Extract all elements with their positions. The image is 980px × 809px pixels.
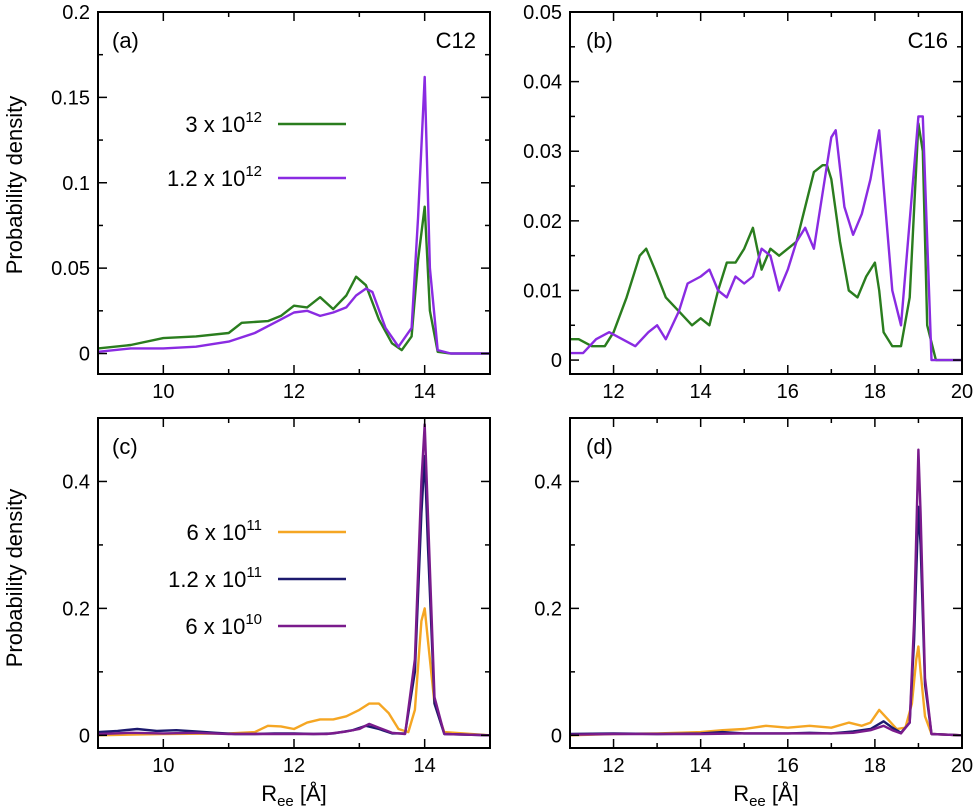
panel-label: (a) <box>112 28 139 53</box>
series-line-3 <box>98 423 490 737</box>
y-tick-label: 0 <box>551 350 562 372</box>
y-tick-label: 0 <box>551 725 562 747</box>
chain-label: C12 <box>436 28 476 53</box>
x-tick-label: 12 <box>283 381 305 403</box>
x-tick-label: 12 <box>283 755 305 777</box>
x-tick-label: 14 <box>690 755 712 777</box>
series-line-2 <box>570 505 962 737</box>
series-line-2 <box>570 115 962 362</box>
y-tick-label: 0.4 <box>62 471 90 493</box>
y-tick-label: 0.15 <box>51 87 90 109</box>
legend-label: 6 x 1010 <box>185 611 262 639</box>
x-tick-label: 14 <box>690 381 712 403</box>
panel-a: 0 0.05 0.1 0.15 0.2 10 12 14 (a) C12 3 x 1012 1.2 x… <box>51 2 491 403</box>
panel-label: (d) <box>586 434 613 459</box>
x-tick-label: 12 <box>602 381 624 403</box>
y-tick-label: 0.04 <box>523 72 562 94</box>
legend-label: 6 x 1011 <box>186 517 262 545</box>
x-tick-label: 20 <box>951 755 973 777</box>
x-tick-label: 18 <box>864 755 886 777</box>
x-tick-label: 10 <box>152 381 174 403</box>
x-tick-label: 14 <box>414 381 436 403</box>
y-axis-title-bottom: Probability density <box>2 489 27 668</box>
series-line-1 <box>570 122 962 362</box>
series-group <box>570 448 962 737</box>
y-tick-label: 0.2 <box>62 2 90 24</box>
legend-label: 1.2 x 1011 <box>168 564 262 592</box>
x-tick-label: 16 <box>777 755 799 777</box>
chain-label: C16 <box>908 28 948 53</box>
y-tick-label: 0.2 <box>534 598 562 620</box>
legend-label: 1.2 x 1012 <box>167 163 262 191</box>
x-axis-title-left: Ree [Å] <box>261 781 327 809</box>
plot-frame <box>569 11 963 375</box>
x-tick-label: 20 <box>951 381 973 403</box>
series-line-3 <box>570 448 962 737</box>
x-tick-label: 16 <box>777 381 799 403</box>
y-tick-label: 0.02 <box>523 211 562 233</box>
x-tick-label: 10 <box>152 755 174 777</box>
panel-label: (b) <box>586 28 613 53</box>
y-tick-label: 0.05 <box>51 258 90 280</box>
y-tick-label: 0.1 <box>62 173 90 195</box>
x-tick-label: 12 <box>602 755 624 777</box>
legend: 3 x 1012 1.2 x 1012 <box>167 109 346 191</box>
panel-label: (c) <box>112 434 138 459</box>
x-axis-title-right: Ree [Å] <box>733 781 799 809</box>
y-tick-label: 0.4 <box>534 471 562 493</box>
plot-frame <box>569 417 963 749</box>
legend-label: 3 x 1012 <box>185 109 262 137</box>
series-line-1 <box>570 645 962 737</box>
series-group <box>98 423 490 737</box>
y-tick-label: 0.03 <box>523 141 562 163</box>
legend: 6 x 1011 1.2 x 1011 6 x 1010 <box>168 517 346 639</box>
series-group <box>98 75 490 355</box>
y-axis-title-top: Probability density <box>2 96 27 275</box>
y-tick-label: 0 <box>79 344 90 366</box>
series-line-2 <box>98 75 490 355</box>
y-tick-label: 0.05 <box>523 2 562 24</box>
series-line-1 <box>98 205 490 355</box>
y-tick-label: 0.2 <box>62 598 90 620</box>
y-tick-label: 0 <box>79 725 90 747</box>
panel-b: 0 0.01 0.02 0.03 0.04 0.05 12 14 16 18 20 (b) C16 <box>523 2 973 403</box>
y-tick-label: 0.01 <box>523 280 562 302</box>
panel-d: 0 0.2 0.4 12 14 16 18 20 (d) <box>534 417 973 777</box>
series-group <box>570 115 962 362</box>
x-tick-label: 18 <box>864 381 886 403</box>
x-tick-label: 14 <box>414 755 436 777</box>
series-line-1 <box>98 607 490 737</box>
